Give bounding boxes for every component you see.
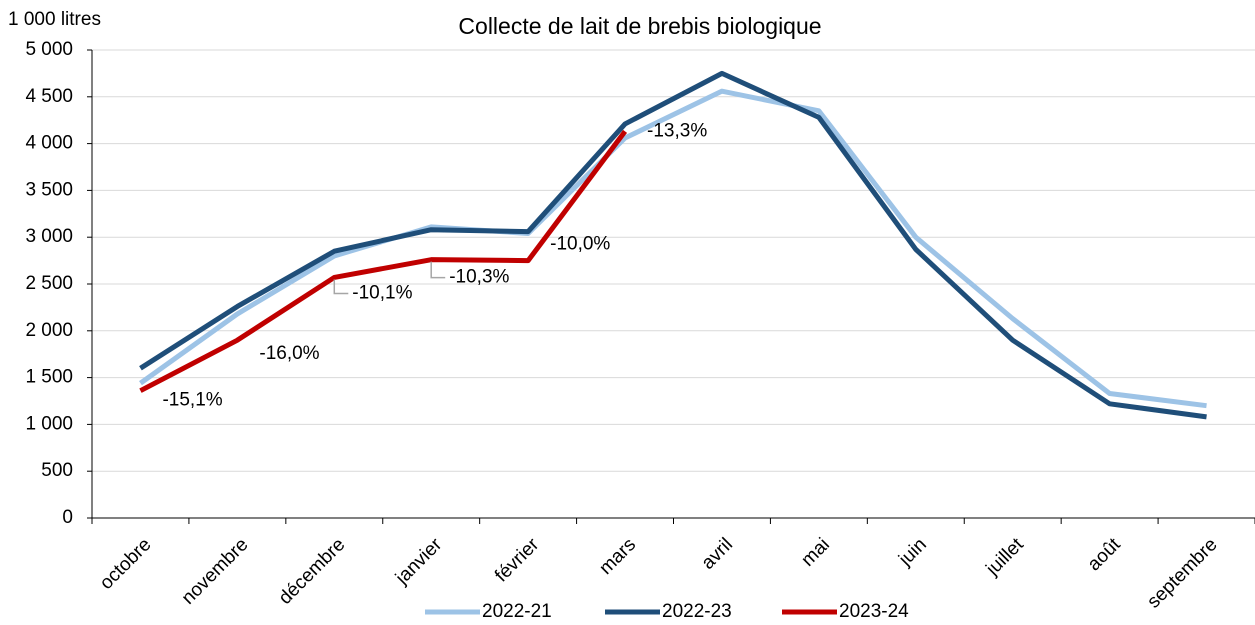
annotation: -15,1%	[162, 390, 222, 411]
legend-label: 2022-23	[662, 601, 732, 622]
x-tick-label: août	[1084, 534, 1126, 576]
x-tick-label: janvier	[391, 534, 447, 590]
leader-line	[333, 279, 349, 295]
legend-label: 2022-21	[482, 601, 552, 622]
y-tick-label: 4 500	[25, 86, 73, 107]
x-tick-label: avril	[698, 534, 737, 573]
x-tick-label: décembre	[275, 534, 350, 609]
annotation: -13,3%	[647, 120, 707, 141]
x-tick-label: février	[491, 534, 544, 587]
y-tick-label: 1 000	[25, 413, 73, 434]
series-line	[139, 88, 1207, 409]
x-tick-label: septembre	[1143, 534, 1221, 612]
legend-label: 2023-24	[839, 601, 909, 622]
x-tick-label: octobre	[96, 534, 156, 594]
x-tick-label: mai	[797, 534, 834, 571]
y-tick-label: 3 500	[25, 179, 73, 200]
annotation: -10,3%	[449, 267, 509, 288]
annotation: -10,1%	[352, 282, 412, 303]
y-tick-label: 500	[41, 460, 73, 481]
y-tick-label: 5 000	[25, 39, 73, 60]
x-tick-label: mars	[595, 534, 640, 579]
series-line	[139, 129, 628, 393]
x-tick-label: juillet	[982, 534, 1029, 581]
series-line	[139, 70, 1207, 420]
y-tick-label: 0	[62, 507, 73, 528]
y-axis-title: 1 000 litres	[8, 9, 101, 30]
y-tick-label: 4 000	[25, 133, 73, 154]
x-tick-label: juin	[894, 534, 930, 570]
chart-title: Collecte de lait de brebis biologique	[458, 13, 821, 39]
leader-line	[430, 261, 446, 279]
y-tick-label: 2 500	[25, 273, 73, 294]
annotation: -10,0%	[550, 234, 610, 255]
y-tick-label: 3 000	[25, 226, 73, 247]
x-tick-label: novembre	[178, 534, 253, 609]
y-tick-label: 2 000	[25, 320, 73, 341]
y-tick-label: 1 500	[25, 367, 73, 388]
annotation: -16,0%	[259, 343, 319, 364]
